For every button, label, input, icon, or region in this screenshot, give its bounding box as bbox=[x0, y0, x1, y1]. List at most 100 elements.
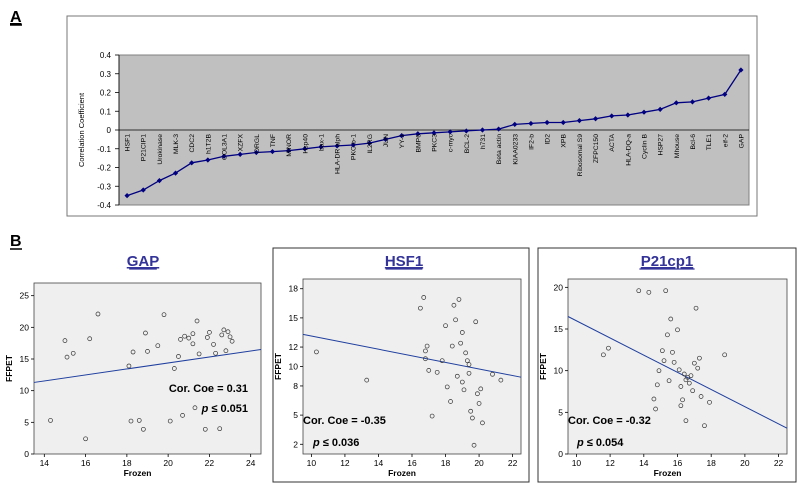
category-label: Ribosomal S9 bbox=[577, 134, 584, 177]
data-point bbox=[498, 377, 504, 383]
y-axis-label: Correlation Coefficient bbox=[77, 92, 86, 167]
category-label: JUN bbox=[383, 134, 390, 147]
data-point bbox=[350, 142, 356, 148]
data-point bbox=[62, 338, 68, 343]
x-tick-label: 10 bbox=[307, 458, 317, 468]
data-point bbox=[451, 302, 457, 308]
category-label: P21CIP1 bbox=[141, 134, 148, 161]
data-point bbox=[237, 151, 243, 157]
data-point bbox=[143, 330, 148, 336]
data-point bbox=[421, 295, 427, 300]
y-tick-label: 15 bbox=[289, 313, 299, 323]
data-point bbox=[314, 349, 319, 355]
category-label: PKC-b-1 bbox=[351, 134, 358, 160]
category-label: YY-1 bbox=[399, 134, 406, 149]
data-point bbox=[423, 348, 428, 354]
category-label: ORGL bbox=[254, 134, 261, 153]
category-label: ID2 bbox=[545, 134, 552, 145]
data-point bbox=[194, 318, 200, 324]
y-tick-label: 20 bbox=[20, 322, 30, 332]
plot-area bbox=[567, 278, 788, 455]
data-point bbox=[463, 128, 469, 134]
category-label: PKC3 bbox=[432, 134, 439, 152]
y-tick-label: -0.1 bbox=[97, 145, 111, 154]
data-point bbox=[180, 413, 185, 418]
category-label: MLK-3 bbox=[173, 134, 180, 154]
category-label: MINOR bbox=[286, 134, 293, 157]
data-point bbox=[223, 348, 229, 354]
data-point bbox=[475, 391, 480, 397]
data-point bbox=[671, 359, 677, 365]
data-point bbox=[654, 382, 660, 388]
data-point bbox=[707, 399, 712, 405]
data-point bbox=[666, 378, 672, 384]
correlation-annotation: Cor. Coe = -0.35 bbox=[303, 415, 386, 427]
data-point bbox=[722, 352, 728, 358]
data-point bbox=[415, 131, 421, 137]
data-point bbox=[454, 373, 460, 379]
y-tick-label: 10 bbox=[554, 366, 564, 376]
data-point bbox=[463, 350, 469, 356]
data-point bbox=[625, 112, 631, 118]
x-tick-label: 12 bbox=[340, 458, 350, 468]
y-tick-label: 0.4 bbox=[100, 51, 112, 60]
data-point bbox=[459, 379, 465, 385]
y-axis-label: FFPET bbox=[273, 352, 283, 380]
category-label: Urokinase bbox=[157, 134, 164, 165]
data-point bbox=[70, 350, 76, 356]
correlation-annotation: Cor. Coe = -0.32 bbox=[568, 415, 651, 427]
x-tick-label: 20 bbox=[163, 458, 173, 468]
y-tick-label: 15 bbox=[20, 354, 30, 364]
category-label: IF2-b bbox=[528, 134, 535, 150]
data-point bbox=[443, 323, 448, 329]
y-tick-label: 0 bbox=[107, 126, 112, 135]
data-point bbox=[738, 67, 744, 73]
category-label: h1T2B bbox=[205, 134, 212, 154]
chart-a: 0.4 0.3 0.2 0.1 0 -0.1 -0.2 -0.3 -0.4 Correlation… bbox=[77, 51, 750, 210]
data-point bbox=[136, 418, 142, 423]
data-point bbox=[476, 401, 482, 406]
y-tick-label: -0.2 bbox=[97, 164, 111, 173]
category-label: HLA-DQ-a bbox=[625, 134, 632, 166]
data-point bbox=[686, 380, 692, 386]
fit-line bbox=[567, 316, 788, 429]
chart-gap: GAP 14 16 18 20 22 24 0 5 10 15 20 25 Frozen FFPET Cor.… bbox=[4, 253, 262, 478]
p-value: ≤ 0.036 bbox=[323, 437, 360, 449]
data-point bbox=[145, 349, 150, 354]
p-value: ≤ 0.051 bbox=[211, 403, 248, 415]
data-point bbox=[399, 133, 405, 139]
data-point bbox=[676, 367, 682, 373]
data-point bbox=[695, 365, 701, 371]
data-point bbox=[382, 136, 389, 142]
data-point bbox=[471, 442, 477, 448]
category-label: TNF bbox=[270, 134, 277, 147]
data-point bbox=[221, 153, 227, 159]
data-point bbox=[213, 350, 218, 356]
y-tick-label: 0.1 bbox=[100, 107, 112, 116]
data-point bbox=[693, 305, 699, 311]
chart-p21cp1: P21cp1 10 12 14 16 18 20 22 0 5 10 15 20 Frozen FFPET C… bbox=[538, 253, 788, 478]
data-point bbox=[659, 348, 665, 354]
data-point bbox=[544, 119, 550, 126]
data-point bbox=[124, 193, 130, 199]
data-point bbox=[453, 317, 458, 323]
x-tick-label: 18 bbox=[706, 458, 716, 468]
x-tick-label: 20 bbox=[740, 458, 750, 468]
data-point bbox=[171, 366, 177, 371]
data-point bbox=[202, 426, 208, 432]
data-point bbox=[447, 129, 453, 135]
chart-title: HSF1 bbox=[385, 253, 423, 270]
y-tick-label: 5 bbox=[293, 410, 298, 420]
data-point bbox=[221, 327, 227, 333]
p-value-annotation: p ≤ 0.036 bbox=[312, 437, 359, 449]
data-point bbox=[609, 113, 615, 119]
plot-area bbox=[302, 278, 522, 455]
data-point bbox=[418, 305, 423, 311]
fit-line bbox=[302, 333, 522, 378]
y-tick-label: 18 bbox=[289, 284, 299, 294]
category-label: c-myc bbox=[448, 133, 455, 152]
p-value-annotation: p ≤ 0.051 bbox=[201, 403, 248, 415]
category-label: bax-1 bbox=[318, 134, 325, 151]
data-point bbox=[176, 354, 181, 359]
